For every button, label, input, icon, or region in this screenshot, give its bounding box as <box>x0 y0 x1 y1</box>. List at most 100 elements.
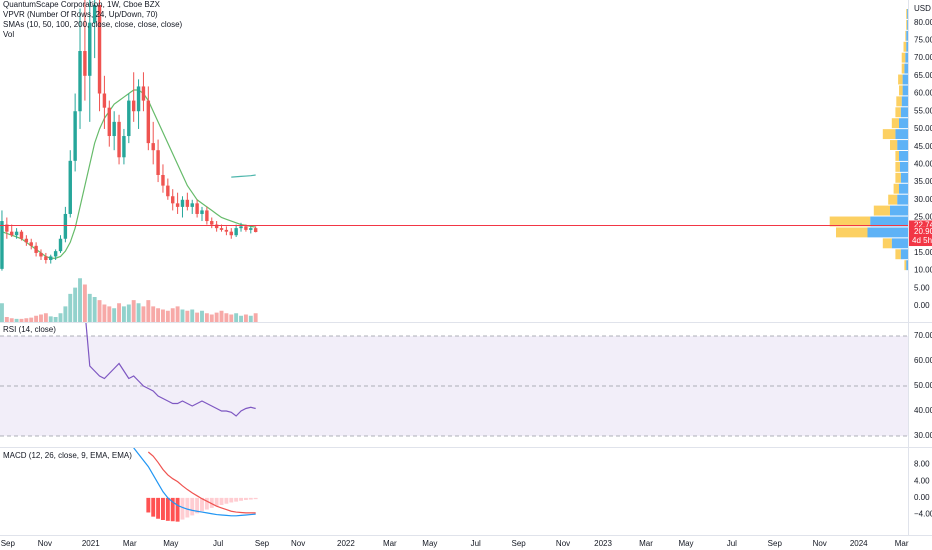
vpvr-down <box>901 63 905 74</box>
vpvr-up <box>899 150 908 161</box>
vpvr-down <box>901 52 906 63</box>
candle-body <box>166 185 170 197</box>
y-tick-label: 10.00 <box>914 266 932 275</box>
macd-line <box>147 451 256 514</box>
vpvr-down <box>895 172 901 183</box>
vpvr-down <box>873 205 890 216</box>
x-tick-label: May <box>422 539 437 548</box>
volume-bar <box>243 314 248 322</box>
volume-bar <box>68 293 73 322</box>
vpvr-up <box>906 41 908 52</box>
x-tick-label: Sep <box>1 539 16 548</box>
volume-bar <box>63 306 68 322</box>
volume-bar <box>200 310 204 322</box>
close-tag <box>909 227 932 247</box>
vpvr-down <box>836 227 868 238</box>
volume-bar <box>24 318 29 322</box>
candle-body <box>39 252 43 257</box>
vpvr-up <box>900 172 908 183</box>
macd-histogram-bar <box>234 497 239 502</box>
volume-bar <box>214 312 219 322</box>
macd-histogram-bar <box>200 497 204 512</box>
volume-bar <box>195 312 200 322</box>
candle-body <box>10 231 14 236</box>
y-tick-label: 0.00 <box>914 493 930 502</box>
vpvr-down <box>895 249 901 260</box>
volume-bar <box>19 318 24 322</box>
volume-bar <box>126 304 131 322</box>
x-tick-label: 2022 <box>337 539 355 548</box>
vpvr-down <box>896 96 902 107</box>
y-tick-label: 65.00 <box>914 71 932 80</box>
axes: Sep Nov 2021 Mar May Jul Sep Nov 2022 Mar May Jul Se… <box>1 18 932 548</box>
x-tick-label: Nov <box>291 539 305 548</box>
candle-body <box>97 4 102 94</box>
x-tick-label: Nov <box>38 539 52 548</box>
vpvr-down <box>899 85 903 96</box>
vpvr-down <box>890 140 898 150</box>
volume-bar <box>121 306 126 322</box>
y-tick-label: 30.00 <box>914 195 932 204</box>
vpvr-down <box>904 260 907 271</box>
candle-body <box>156 150 160 175</box>
vpvr-up <box>897 194 908 205</box>
y-tick-label: 55.00 <box>914 106 932 115</box>
y-tick-label: 25.00 <box>914 213 932 222</box>
macd-histogram-bar <box>195 497 200 514</box>
y-tick-label: 5.00 <box>914 283 930 292</box>
vpvr-down <box>888 194 898 205</box>
x-tick-label: 2024 <box>850 539 868 548</box>
vpvr-up <box>902 85 908 96</box>
y-tick-label: 30.00 <box>914 431 932 440</box>
candle-body <box>73 111 77 161</box>
volume-bar <box>165 310 170 322</box>
macd-line <box>133 447 256 517</box>
volume-bar <box>190 309 195 322</box>
candle-body <box>210 221 214 225</box>
candle-body <box>239 226 243 229</box>
vpvr-up <box>890 205 908 216</box>
volume-bar <box>131 300 136 322</box>
candle-body <box>117 121 121 158</box>
volume-bar <box>43 313 48 322</box>
macd-histogram-bar <box>209 497 214 508</box>
candle-body <box>219 228 224 230</box>
macd-histogram-bar <box>214 497 219 507</box>
candle-body <box>34 245 38 253</box>
candle-body <box>14 231 19 236</box>
rsi-line <box>85 322 256 417</box>
rsi-label: RSI (14, close) <box>3 325 56 334</box>
macd-histogram-bar <box>248 497 253 500</box>
candle-body <box>151 143 155 151</box>
candle-body <box>190 203 194 207</box>
candle-body <box>136 86 141 112</box>
candle-body <box>146 100 151 144</box>
macd-histogram-bar <box>229 497 234 503</box>
x-tick-label: May <box>678 539 693 548</box>
volume-bar <box>78 278 82 322</box>
sma-line <box>231 174 256 178</box>
candle-body <box>195 203 199 214</box>
volume-bar <box>170 308 175 322</box>
macd-histogram-bar <box>151 497 156 517</box>
candle-body <box>102 93 107 108</box>
volume-bar <box>107 306 112 322</box>
chart-title: QuantumScape Corporation, 1W, Cboe BZX <box>3 0 161 9</box>
y-tick-label: −4.00 <box>914 510 932 519</box>
volume-bar <box>14 318 19 322</box>
vpvr-up <box>867 227 908 238</box>
volume-bar <box>156 308 161 322</box>
y-tick-label: 35.00 <box>914 177 932 186</box>
candle-body <box>175 203 180 207</box>
candle-body <box>249 228 253 230</box>
x-tick-label: 2023 <box>594 539 612 548</box>
vpvr-down <box>895 150 899 161</box>
candle-body <box>229 231 233 236</box>
x-tick-label: Nov <box>813 539 827 548</box>
candle-body <box>122 136 126 158</box>
candle-body <box>0 221 4 269</box>
vpvr-up <box>870 216 908 227</box>
candle-body <box>234 228 238 236</box>
y-tick-label: 60.00 <box>914 89 932 98</box>
